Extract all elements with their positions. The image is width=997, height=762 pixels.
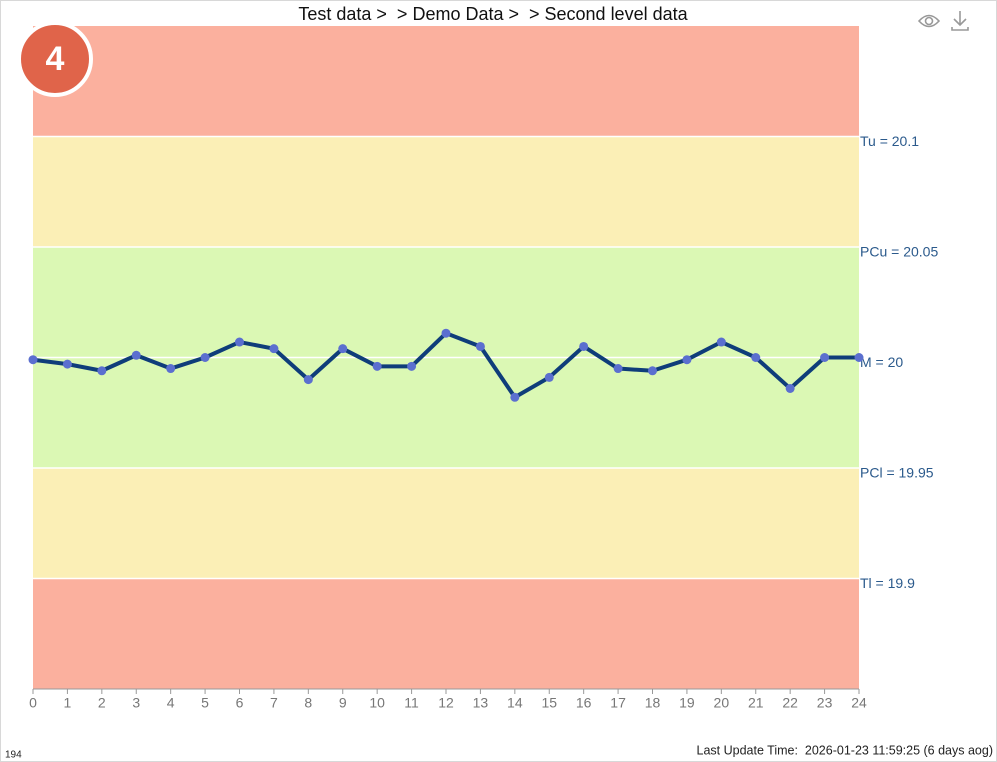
data-point (613, 364, 623, 374)
x-tick-label: 21 (748, 695, 764, 711)
x-tick-label: 6 (236, 695, 244, 711)
x-tick-label: 3 (132, 695, 140, 711)
badge (17, 21, 93, 97)
x-tick-label: 18 (645, 695, 661, 711)
x-tick-label: 11 (404, 695, 419, 711)
eye-icon[interactable] (917, 14, 941, 28)
reference-label: Tu = 20.1 (860, 133, 919, 149)
data-point (28, 355, 38, 365)
plot-area: Tu = 20.1 PCu = 20.05 M = 20 PCl = 19.95 Tl … (28, 26, 938, 711)
x-tick-label: 13 (473, 695, 489, 711)
data-point (820, 353, 830, 362)
last-update: Last Update Time: 2026-01-23 11:59:25 (6… (697, 743, 993, 757)
x-tick-label: 12 (438, 695, 454, 711)
x-tick-label: 15 (541, 695, 557, 711)
x-tick-label: 0 (29, 695, 37, 711)
zone-band (33, 578, 859, 689)
reference-label: Tl = 19.9 (860, 575, 915, 591)
x-tick-label: 14 (507, 695, 523, 711)
badge-label: 4 (46, 40, 65, 78)
data-point (441, 328, 451, 338)
x-tick-label: 9 (339, 695, 347, 711)
data-point (131, 350, 141, 360)
reference-label: PCl = 19.95 (860, 465, 934, 481)
x-tick-label: 10 (369, 695, 385, 711)
data-point (579, 341, 589, 351)
x-tick-label: 1 (64, 695, 72, 711)
data-point (62, 359, 72, 369)
zone-band (33, 468, 859, 579)
x-tick-label: 22 (782, 695, 798, 711)
x-tick-label: 8 (304, 695, 312, 711)
reference-label: M = 20 (860, 354, 903, 370)
data-point (648, 366, 657, 376)
x-tick-label: 2 (98, 695, 106, 711)
data-point (785, 383, 795, 393)
data-point (854, 353, 864, 362)
data-point (407, 361, 417, 371)
data-point (303, 375, 313, 385)
chart-title: Test data > > Demo Data > > Second level… (298, 4, 688, 24)
data-point (200, 353, 210, 362)
data-point (166, 364, 176, 374)
data-point (475, 341, 485, 351)
x-tick-label: 19 (679, 695, 695, 711)
data-point (544, 372, 554, 382)
x-tick-label: 4 (167, 695, 175, 711)
x-tick-label: 24 (851, 695, 867, 711)
x-tick-label: 20 (714, 695, 730, 711)
data-point (97, 366, 107, 376)
x-tick-label: 7 (270, 695, 278, 711)
data-point (235, 337, 244, 347)
x-tick-label: 17 (610, 695, 626, 711)
download-icon[interactable] (951, 11, 969, 31)
data-point (751, 353, 761, 362)
x-tick-label: 23 (817, 695, 833, 711)
x-tick-label: 5 (201, 695, 209, 711)
data-point (716, 337, 726, 347)
data-point (269, 344, 279, 354)
data-point (682, 355, 692, 365)
reference-label: PCu = 20.05 (860, 244, 938, 260)
data-point (338, 344, 348, 354)
zone-band (33, 26, 859, 137)
zone-band (33, 136, 859, 247)
data-point (372, 361, 382, 371)
data-point (510, 392, 520, 402)
footer-id: 194 (5, 750, 22, 761)
x-tick-label: 16 (576, 695, 592, 711)
